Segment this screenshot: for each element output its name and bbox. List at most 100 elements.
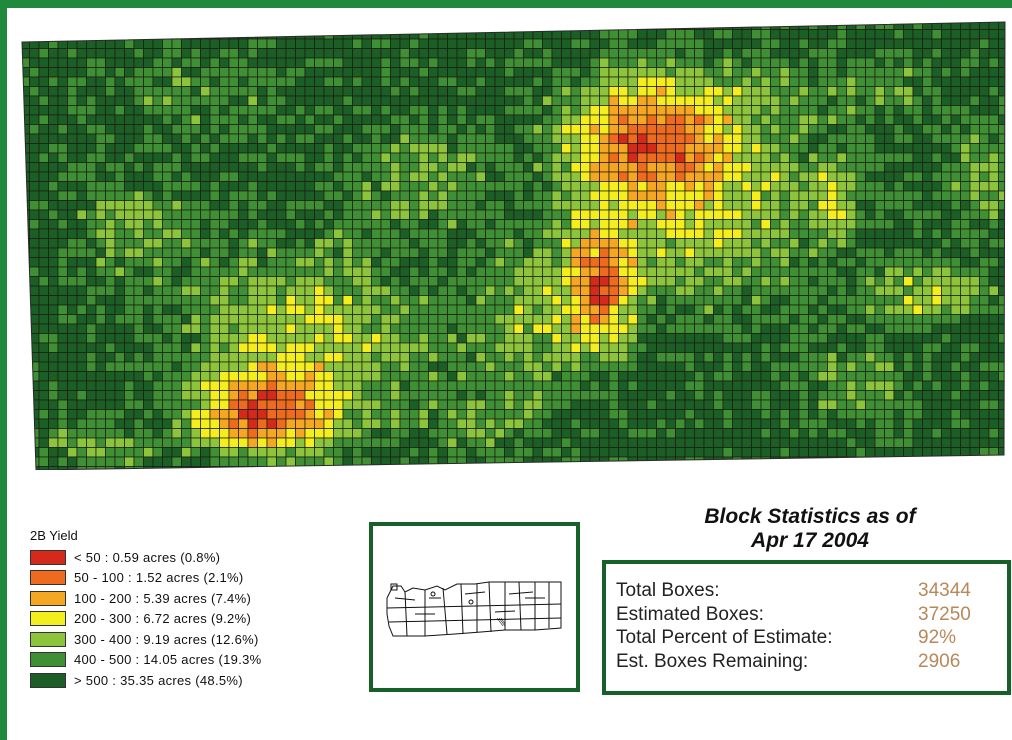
- yield-cell: [86, 190, 97, 201]
- yield-cell: [323, 162, 334, 173]
- yield-cell: [485, 181, 496, 192]
- yield-cell: [485, 124, 496, 135]
- yield-cell: [238, 399, 249, 410]
- yield-cell: [494, 323, 505, 334]
- yield-cell: [903, 181, 914, 192]
- yield-cell: [561, 152, 572, 163]
- yield-cell: [181, 295, 192, 306]
- yield-cell: [76, 418, 87, 429]
- yield-cell: [931, 466, 942, 470]
- yield-cell: [760, 152, 771, 163]
- yield-cell: [551, 200, 562, 211]
- yield-cell: [580, 247, 591, 258]
- yield-cell: [437, 247, 448, 258]
- yield-cell: [836, 437, 847, 448]
- yield-cell: [285, 371, 296, 382]
- yield-cell: [447, 437, 458, 448]
- yield-cell: [86, 57, 97, 68]
- yield-cell: [133, 323, 144, 334]
- yield-cell: [361, 314, 372, 325]
- yield-cell: [22, 181, 30, 192]
- yield-cell: [561, 48, 572, 59]
- yield-cell: [884, 152, 895, 163]
- yield-cell: [941, 143, 952, 154]
- yield-cell: [865, 285, 876, 296]
- yield-cell: [836, 390, 847, 401]
- yield-cell: [998, 238, 1005, 249]
- yield-cell: [599, 48, 610, 59]
- yield-cell: [295, 162, 306, 173]
- yield-cell: [371, 76, 382, 87]
- yield-cell: [770, 314, 781, 325]
- yield-cell: [627, 285, 638, 296]
- yield-cell: [409, 428, 420, 439]
- yield-cell: [409, 399, 420, 410]
- yield-cell: [855, 333, 866, 344]
- yield-cell: [608, 447, 619, 458]
- yield-cell: [124, 67, 135, 78]
- yield-cell: [618, 342, 629, 353]
- yield-cell: [751, 418, 762, 429]
- yield-cell: [551, 390, 562, 401]
- yield-cell: [200, 162, 211, 173]
- yield-cell: [798, 447, 809, 458]
- yield-cell: [95, 228, 106, 239]
- yield-cell: [200, 285, 211, 296]
- yield-cell: [380, 409, 391, 420]
- yield-cell: [152, 29, 163, 40]
- yield-cell: [409, 86, 420, 97]
- yield-cell: [504, 456, 515, 467]
- yield-cell: [485, 247, 496, 258]
- yield-cell: [855, 409, 866, 420]
- yield-cell: [152, 57, 163, 68]
- yield-cell: [656, 105, 667, 116]
- yield-cell: [399, 437, 410, 448]
- yield-cell: [779, 67, 790, 78]
- yield-cell: [580, 371, 591, 382]
- yield-cell: [228, 48, 239, 59]
- yield-cell: [485, 152, 496, 163]
- yield-cell: [418, 333, 429, 344]
- yield-cell: [684, 342, 695, 353]
- yield-cell: [38, 437, 49, 448]
- yield-cell: [114, 380, 125, 391]
- yield-cell: [988, 304, 999, 315]
- yield-cell: [969, 257, 980, 268]
- yield-cell: [304, 95, 315, 106]
- yield-cell: [912, 333, 923, 344]
- yield-cell: [390, 105, 401, 116]
- yield-cell: [190, 361, 201, 372]
- yield-cell: [912, 352, 923, 363]
- yield-cell: [124, 399, 135, 410]
- yield-cell: [684, 466, 695, 470]
- yield-cell: [152, 228, 163, 239]
- yield-cell: [532, 29, 543, 40]
- yield-cell: [637, 247, 648, 258]
- yield-cell: [76, 323, 87, 334]
- yield-cell: [152, 323, 163, 334]
- yield-cell: [456, 181, 467, 192]
- yield-cell: [713, 390, 724, 401]
- yield-cell: [874, 238, 885, 249]
- yield-cell: [105, 437, 116, 448]
- yield-cell: [390, 57, 401, 68]
- yield-cell: [247, 456, 258, 467]
- yield-cell: [950, 352, 961, 363]
- yield-cell: [684, 333, 695, 344]
- yield-cell: [741, 466, 752, 470]
- yield-cell: [48, 247, 59, 258]
- yield-cell: [86, 371, 97, 382]
- yield-cell: [741, 95, 752, 106]
- yield-cell: [276, 133, 287, 144]
- yield-cell: [703, 171, 714, 182]
- yield-cell: [779, 390, 790, 401]
- yield-cell: [295, 266, 306, 277]
- yield-cell: [485, 171, 496, 182]
- yield-cell: [551, 114, 562, 125]
- yield-cell: [228, 76, 239, 87]
- yield-cell: [304, 428, 315, 439]
- yield-cell: [352, 57, 363, 68]
- yield-cell: [912, 228, 923, 239]
- yield-cell: [48, 276, 59, 287]
- yield-cell: [960, 76, 971, 87]
